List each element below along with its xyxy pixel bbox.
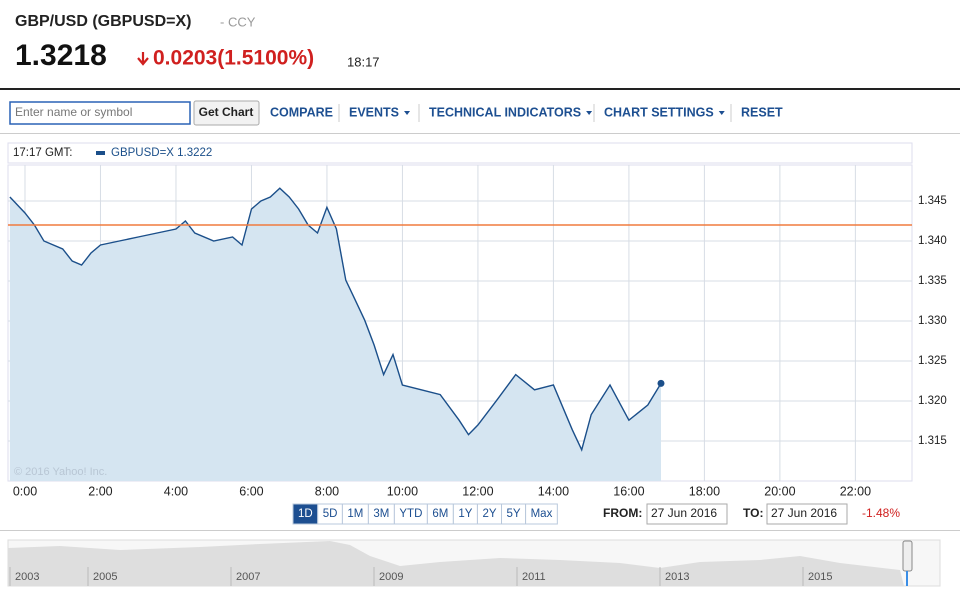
- x-tick-label: 10:00: [387, 484, 418, 498]
- copyright: © 2016 Yahoo! Inc.: [14, 466, 107, 478]
- navigator-handle[interactable]: [902, 540, 913, 572]
- range-label: 3M: [373, 508, 389, 520]
- from-date: 27 Jun 2016: [651, 506, 717, 520]
- navigator-marker: [906, 571, 908, 586]
- period-change: -1.48%: [862, 506, 900, 520]
- to-input[interactable]: [766, 503, 848, 525]
- menu-item[interactable]: COMPARE: [270, 105, 333, 119]
- year-label: 2013: [665, 571, 689, 583]
- range-label: 2Y: [482, 508, 496, 520]
- last-point: [657, 379, 665, 387]
- legend-swatch: [96, 151, 105, 155]
- search-input[interactable]: [9, 101, 191, 125]
- divider: [0, 133, 960, 134]
- price-change: 0.0203(1.5100%): [153, 47, 314, 70]
- quote-title: GBP/USD (GBPUSD=X): [15, 13, 191, 30]
- y-tick-label: 1.320: [918, 395, 947, 407]
- price-line: [9, 187, 662, 452]
- plot: 1.315 1.320 1.325 1.330 1.335 1.340 1.345 0:00 2…: [7, 147, 947, 498]
- dropdown-caret: [404, 111, 411, 115]
- dropdown-caret: [718, 111, 725, 115]
- dropdown-caret: [586, 111, 593, 115]
- range-label: 6M: [432, 508, 448, 520]
- x-tick-label: 22:00: [840, 484, 871, 498]
- x-tick-label: 2:00: [88, 484, 112, 498]
- legend-label: GBPUSD=X 1.3222: [111, 147, 212, 159]
- area: [9, 188, 661, 481]
- range-label: 1D: [298, 508, 313, 520]
- x-tick-label: 12:00: [462, 484, 493, 498]
- menu-item[interactable]: RESET: [741, 105, 783, 119]
- year-label: 2007: [236, 571, 260, 583]
- down-arrow: [137, 52, 149, 66]
- quote-time: 18:17: [347, 54, 380, 69]
- navigator-area: [8, 541, 904, 586]
- range-label: YTD: [399, 508, 422, 520]
- year-label: 2011: [522, 571, 546, 583]
- range-label: Max: [531, 508, 553, 520]
- menu-item[interactable]: TECHNICAL INDICATORS: [429, 105, 581, 119]
- menu: COMPARE EVENTS TECHNICAL INDICATORS CHART S…: [270, 104, 783, 122]
- from-input[interactable]: [646, 503, 728, 525]
- x-tick-label: 14:00: [538, 484, 569, 498]
- x-tick-label: 16:00: [613, 484, 644, 498]
- y-tick-label: 1.325: [918, 355, 947, 367]
- x-tick-label: 0:00: [13, 484, 37, 498]
- x-tick-label: 20:00: [764, 484, 795, 498]
- range-button[interactable]: [525, 503, 558, 525]
- from-label: FROM:: [603, 506, 642, 520]
- divider: [0, 88, 960, 90]
- range-buttons: 1D 5D 1M 3M YTD 6M 1Y 2Y 5Y Max: [292, 503, 558, 525]
- to-label: TO:: [743, 506, 763, 520]
- y-tick-label: 1.345: [918, 195, 947, 207]
- range-label: 1Y: [458, 508, 472, 520]
- menu-item[interactable]: CHART SETTINGS: [604, 105, 714, 119]
- x-tick-label: 18:00: [689, 484, 720, 498]
- get-chart-button[interactable]: [193, 100, 260, 126]
- year-label: 2005: [93, 571, 117, 583]
- search-placeholder: Enter name or symbol: [15, 105, 132, 119]
- year-label: 2009: [379, 571, 403, 583]
- exchange: - CCY: [220, 14, 256, 29]
- menu-item[interactable]: EVENTS: [349, 105, 399, 119]
- year-label: 2015: [808, 571, 832, 583]
- legend-time: 17:17 GMT:: [13, 147, 72, 159]
- year-label: 2003: [15, 571, 39, 583]
- x-tick-label: 8:00: [315, 484, 339, 498]
- get-chart-label: Get Chart: [199, 105, 254, 119]
- y-tick-label: 1.330: [918, 315, 947, 327]
- y-tick-label: 1.340: [918, 235, 947, 247]
- navigator-years: 2003 2005 2007 2009 2011 2013 2015: [9, 567, 832, 586]
- y-tick-label: 1.335: [918, 275, 947, 287]
- range-label: 5Y: [507, 508, 521, 520]
- range-label: 1M: [347, 508, 363, 520]
- to-date: 27 Jun 2016: [771, 506, 837, 520]
- y-tick-label: 1.315: [918, 435, 947, 447]
- x-tick-label: 6:00: [239, 484, 263, 498]
- range-label: 5D: [323, 508, 338, 520]
- legend-bar: [7, 142, 913, 164]
- divider: [0, 530, 960, 531]
- x-tick-label: 4:00: [164, 484, 188, 498]
- price: 1.3218: [15, 39, 107, 72]
